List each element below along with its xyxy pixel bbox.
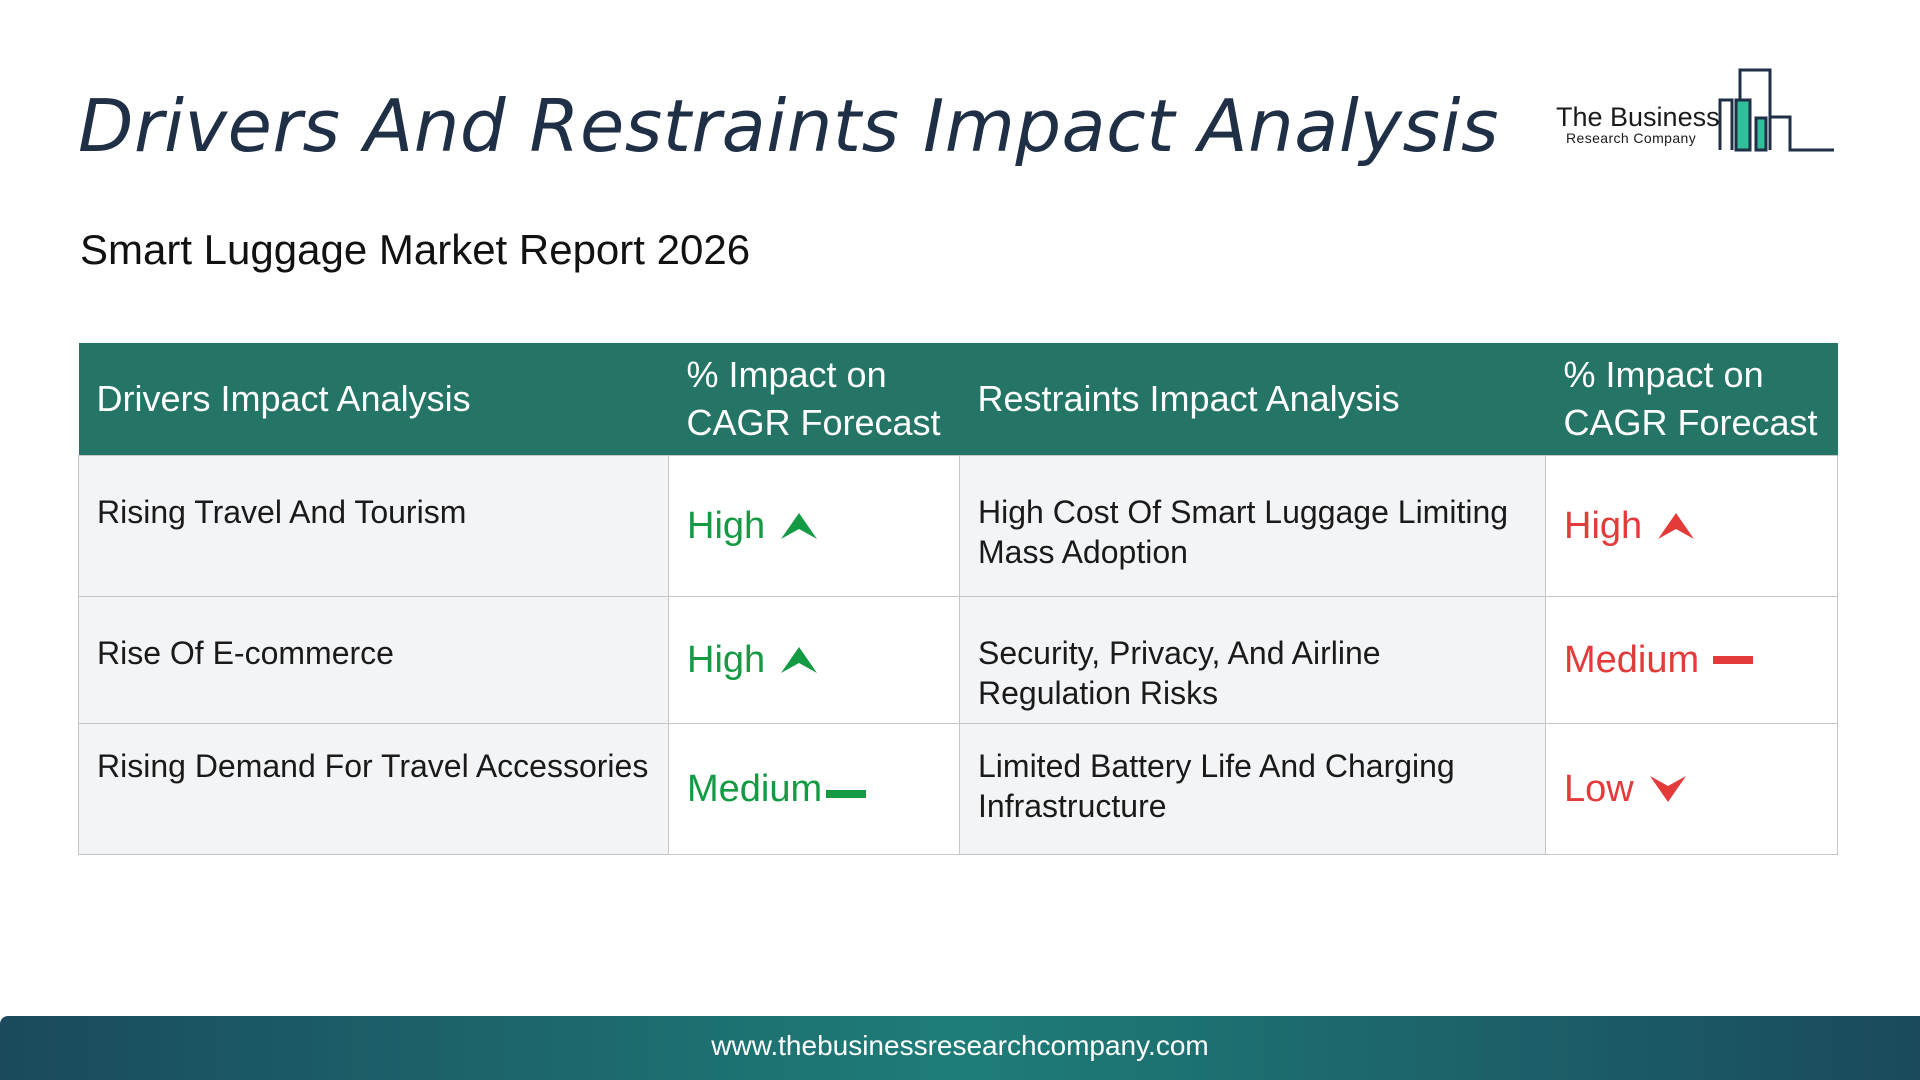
page-title: Drivers And Restraints Impact Analysis bbox=[78, 84, 1500, 168]
header-restraints: Restraints Impact Analysis bbox=[959, 343, 1546, 456]
restraint-cell: Limited Battery Life And Charging Infras… bbox=[959, 723, 1546, 855]
logo-name: The Business bbox=[1556, 102, 1720, 132]
restraint-impact-cell: High bbox=[1545, 455, 1838, 597]
dash-icon bbox=[826, 790, 867, 798]
driver-impact-label: High bbox=[687, 639, 766, 681]
report-subtitle: Smart Luggage Market Report 2026 bbox=[80, 226, 751, 273]
driver-cell: Rising Demand For Travel Accessories bbox=[78, 723, 669, 855]
restraint-impact-cell: Medium bbox=[1545, 596, 1838, 724]
arrow-up-icon bbox=[781, 513, 818, 539]
header-drivers-impact: % Impact on CAGR Forecast bbox=[668, 343, 960, 456]
table-row: Rising Travel And Tourism High High Cost… bbox=[78, 455, 1838, 597]
restraint-cell: High Cost Of Smart Luggage Limiting Mass… bbox=[959, 455, 1546, 597]
restraint-impact-cell: Low bbox=[1545, 723, 1838, 855]
table-header-row: Drivers Impact Analysis % Impact on CAGR… bbox=[78, 343, 1838, 456]
arrow-up-icon bbox=[1658, 513, 1695, 539]
table-row: Rise Of E-commerce High Security, Privac… bbox=[78, 596, 1838, 724]
dash-icon bbox=[1713, 656, 1754, 664]
restraint-impact-label: Low bbox=[1564, 768, 1634, 810]
company-logo: The Business Research Company bbox=[1550, 62, 1840, 162]
arrow-up-icon bbox=[781, 647, 818, 673]
header-drivers: Drivers Impact Analysis bbox=[78, 343, 669, 456]
header-restraints-impact-line1: % Impact on bbox=[1563, 354, 1764, 395]
header-drivers-impact-line1: % Impact on bbox=[686, 354, 887, 395]
header-restraints-impact-line2: CAGR Forecast bbox=[1563, 402, 1818, 443]
footer-bar: www.thebusinessresearchcompany.com bbox=[0, 1016, 1920, 1080]
driver-impact-label: Medium bbox=[687, 768, 823, 810]
restraint-impact-label: Medium bbox=[1564, 639, 1700, 681]
driver-impact-cell: High bbox=[668, 455, 960, 597]
driver-impact-cell: High bbox=[668, 596, 960, 724]
driver-cell: Rising Travel And Tourism bbox=[78, 455, 669, 597]
impact-table: Drivers Impact Analysis % Impact on CAGR… bbox=[78, 343, 1838, 855]
footer-url-link[interactable]: www.thebusinessresearchcompany.com bbox=[711, 1030, 1209, 1061]
arrow-down-icon bbox=[1649, 776, 1686, 802]
restraint-cell: Security, Privacy, And Airline Regulatio… bbox=[959, 596, 1546, 724]
header-restraints-impact: % Impact on CAGR Forecast bbox=[1545, 343, 1838, 456]
table-row: Rising Demand For Travel Accessories Med… bbox=[78, 723, 1838, 855]
logo-tagline: Research Company bbox=[1566, 130, 1697, 146]
header-drivers-impact-line2: CAGR Forecast bbox=[686, 402, 941, 443]
driver-impact-cell: Medium bbox=[668, 723, 960, 855]
logo-bars-icon bbox=[1718, 68, 1834, 152]
restraint-impact-label: High bbox=[1564, 505, 1643, 547]
driver-impact-label: High bbox=[687, 505, 766, 547]
driver-cell: Rise Of E-commerce bbox=[78, 596, 669, 724]
